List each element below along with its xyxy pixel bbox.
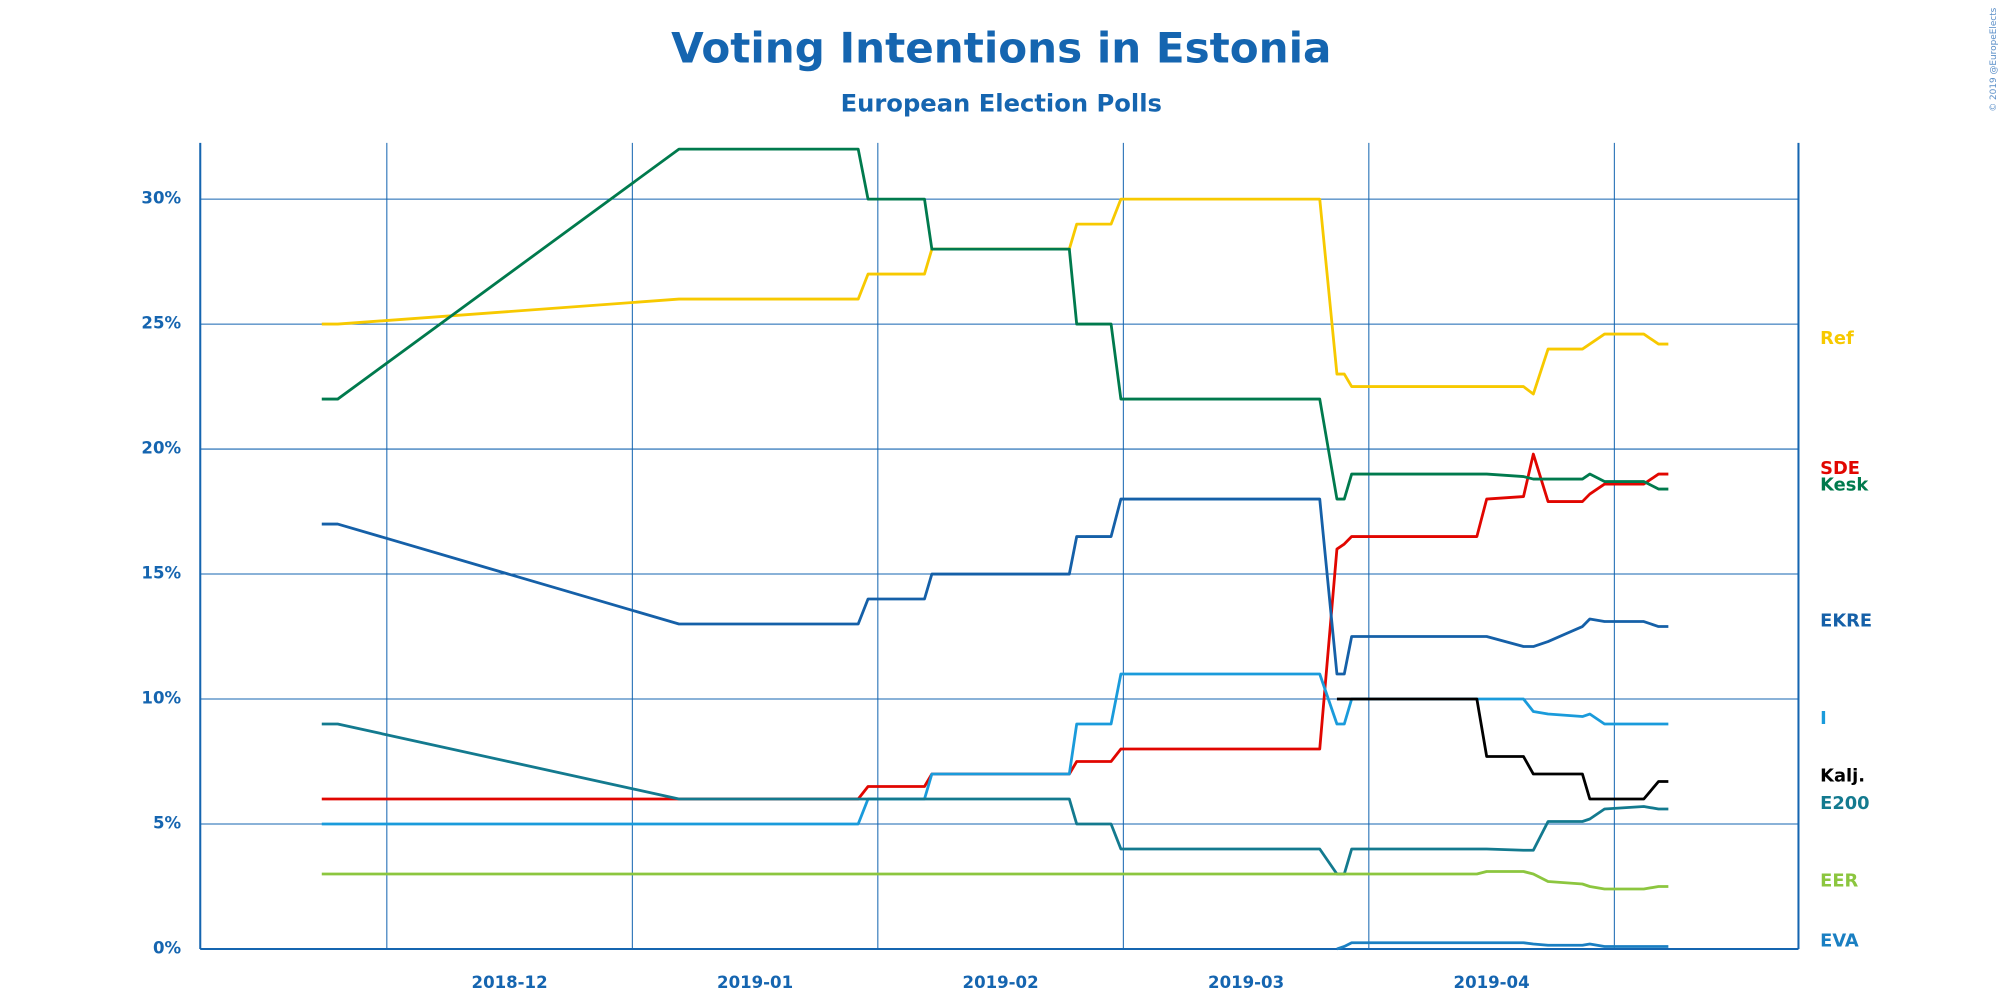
y-tick-label: 30%	[141, 189, 181, 208]
legend-label: EVA	[1820, 930, 1859, 951]
y-tick-label: 25%	[141, 314, 181, 333]
x-tick-label: 2019-01	[717, 973, 793, 992]
lines	[321, 147, 1669, 951]
series-line	[321, 147, 1669, 501]
legend-label: E200	[1820, 793, 1869, 814]
legend-label: I	[1820, 708, 1827, 729]
legend-label: SDE	[1820, 458, 1860, 479]
series-line	[321, 197, 1669, 396]
legend-label: Kesk	[1820, 475, 1869, 496]
legend-label: EER	[1820, 870, 1858, 891]
series-line	[321, 672, 1669, 826]
grid: 0% 5% 10% 15% 20% 25% 30% 2018-12 2019-01 2019-02…	[141, 142, 1800, 992]
chart-subtitle: European Election Polls	[841, 90, 1162, 118]
y-tick-label: 15%	[141, 564, 181, 583]
series-line	[321, 497, 1669, 676]
x-tick-label: 2019-04	[1454, 973, 1530, 992]
series-line	[321, 452, 1669, 801]
legend-label: EKRE	[1820, 610, 1872, 631]
legend-label: Kalj.	[1820, 765, 1865, 786]
credit: © 2019 @EuropeElects	[1989, 7, 1999, 111]
series-line	[1336, 941, 1669, 951]
y-tick-label: 10%	[141, 689, 181, 708]
legend-label: Ref	[1820, 328, 1854, 349]
chart-title: Voting Intentions in Estonia	[671, 24, 1331, 73]
x-tick-label: 2019-03	[1208, 973, 1284, 992]
y-tick-label: 0%	[153, 938, 182, 957]
y-tick-label: 20%	[141, 439, 181, 458]
series-line	[1336, 697, 1669, 801]
y-tick-label: 5%	[153, 813, 182, 832]
x-tick-label: 2019-02	[963, 973, 1039, 992]
series-line	[321, 870, 1669, 891]
x-tick-label: 2018-12	[472, 973, 548, 992]
